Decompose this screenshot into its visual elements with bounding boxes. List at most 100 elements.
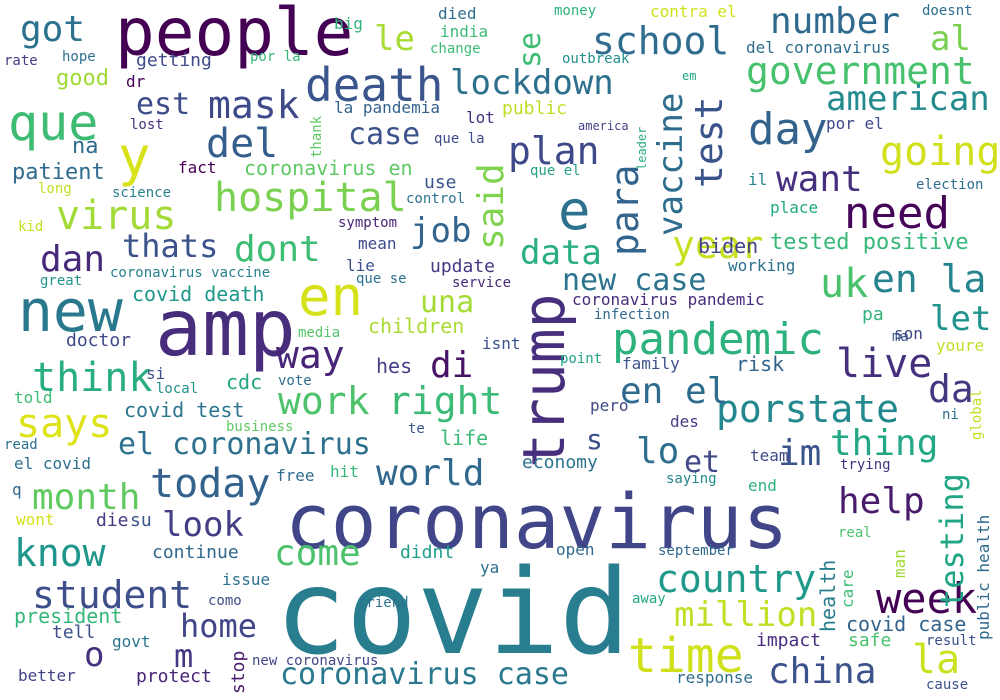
word-open: open xyxy=(556,540,595,559)
word-vaccine: vaccine xyxy=(651,92,691,236)
word-month: month xyxy=(32,477,141,518)
word-covid-death: covid death xyxy=(132,282,265,306)
word-en: en xyxy=(298,265,364,328)
word-por-el: por el xyxy=(826,114,884,133)
word-o: o xyxy=(84,635,105,675)
word-know: know xyxy=(14,531,106,575)
word-del-coronavirus: del coronavirus xyxy=(746,38,891,57)
word-mask: mask xyxy=(208,83,300,127)
word-good: good xyxy=(56,66,109,91)
word-en-el: en el xyxy=(620,371,729,412)
word-ni: ni xyxy=(942,407,959,423)
word-vote: vote xyxy=(278,373,312,389)
word-life: life xyxy=(440,426,489,450)
word-tested-positive: tested positive xyxy=(770,230,969,255)
word-man: man xyxy=(890,549,909,578)
word-coronavirus-case: coronavirus case xyxy=(280,657,569,692)
word-lot: lot xyxy=(466,108,495,127)
word-stop: stop xyxy=(228,650,249,694)
word-covid: covid xyxy=(275,543,631,681)
word-didnt: didnt xyxy=(400,542,455,563)
word-thats: thats xyxy=(122,227,219,265)
word-need: need xyxy=(844,188,950,239)
word-student: student xyxy=(32,573,193,617)
word-lockdown: lockdown xyxy=(450,63,614,103)
word-care: care xyxy=(838,569,857,608)
word-im: im xyxy=(778,433,822,474)
word-protect: protect xyxy=(136,666,212,687)
word-family: family xyxy=(622,354,680,373)
word-day: day xyxy=(748,104,828,155)
word-trying: trying xyxy=(840,457,891,473)
word-youre: youre xyxy=(936,336,985,355)
word-got: got xyxy=(20,9,86,50)
word-que-se: que se xyxy=(356,271,407,287)
word-right: right xyxy=(388,379,503,423)
word-great: great xyxy=(40,273,83,289)
word-point: point xyxy=(560,351,603,367)
word-continue: continue xyxy=(152,542,239,563)
word-cdc: cdc xyxy=(226,370,263,394)
word-ma: ma xyxy=(892,329,909,345)
word-people: people xyxy=(115,0,354,71)
word-leader: leader xyxy=(635,126,649,170)
word-work: work xyxy=(278,379,370,423)
word-contra-el: contra el xyxy=(650,2,737,21)
word-new: new xyxy=(18,277,123,345)
word-today: today xyxy=(150,461,271,507)
word-death: death xyxy=(305,58,444,112)
word-lost: lost xyxy=(130,117,164,133)
word-virus: virus xyxy=(56,193,177,239)
word-new-case: new case xyxy=(562,263,707,298)
word-si: si xyxy=(146,364,166,383)
word-school: school xyxy=(592,19,730,63)
word-e: e xyxy=(558,179,591,242)
word-lo: lo xyxy=(636,431,680,472)
word-impact: impact xyxy=(756,630,822,651)
word-thing: thing xyxy=(830,423,939,464)
word-million: million xyxy=(674,595,818,635)
word-que-la: que la xyxy=(434,131,485,147)
word-service: service xyxy=(452,275,512,291)
word-business: business xyxy=(226,419,294,435)
word-symptom: symptom xyxy=(338,215,398,231)
word-home: home xyxy=(180,607,258,645)
word-test: test xyxy=(687,96,731,188)
word-help: help xyxy=(838,481,925,522)
word-testing: testing xyxy=(933,473,971,608)
word-long: long xyxy=(38,181,72,197)
word-let: let xyxy=(930,299,992,339)
word-election: election xyxy=(916,177,984,193)
word-update: update xyxy=(430,256,496,277)
word-wont: wont xyxy=(16,510,55,529)
word-del: del xyxy=(206,121,279,167)
word-doctor: doctor xyxy=(66,330,132,351)
word-getting: getting xyxy=(136,50,212,71)
word-infection: infection xyxy=(594,307,670,323)
word-big: big xyxy=(334,14,363,33)
word-going: going xyxy=(880,129,1000,175)
word-free: free xyxy=(276,466,315,485)
word-el-coronavirus: el coronavirus xyxy=(118,427,371,462)
word-ya: ya xyxy=(480,558,500,577)
word-september: september xyxy=(658,543,734,559)
word-coronavirus: coronavirus xyxy=(285,477,789,566)
word-working: working xyxy=(728,256,796,275)
word-live: live xyxy=(836,341,933,387)
word-doesnt: doesnt xyxy=(922,3,973,19)
word-come: come xyxy=(274,533,361,574)
word-s: s xyxy=(586,423,603,456)
word-told: told xyxy=(14,388,53,407)
word-coronavirus-pandemic: coronavirus pandemic xyxy=(572,290,765,309)
word-isnt: isnt xyxy=(482,334,521,353)
word-est: est xyxy=(136,87,191,122)
word-public-health: public health xyxy=(974,514,993,640)
word-m: m xyxy=(174,637,194,675)
word-die: die xyxy=(96,510,129,531)
word-mean: mean xyxy=(358,234,397,253)
word-il: il xyxy=(748,170,768,189)
word-better: better xyxy=(18,666,76,685)
word-na: na xyxy=(72,134,99,159)
word-porstate: porstate xyxy=(716,387,900,431)
